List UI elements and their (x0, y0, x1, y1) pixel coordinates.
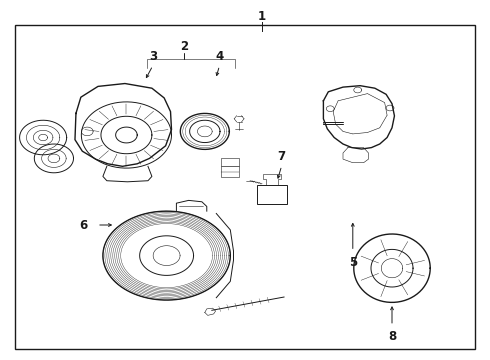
Text: 8: 8 (388, 330, 396, 343)
Text: 7: 7 (278, 150, 286, 163)
Text: 6: 6 (79, 219, 87, 231)
Bar (221, 158, 239, 166)
Text: 3: 3 (149, 50, 157, 63)
Text: 4: 4 (216, 50, 223, 63)
Text: 5: 5 (349, 256, 357, 269)
Bar (257, 185, 287, 204)
Text: 1: 1 (258, 10, 266, 23)
Bar (221, 166, 239, 177)
Text: 2: 2 (180, 40, 188, 53)
